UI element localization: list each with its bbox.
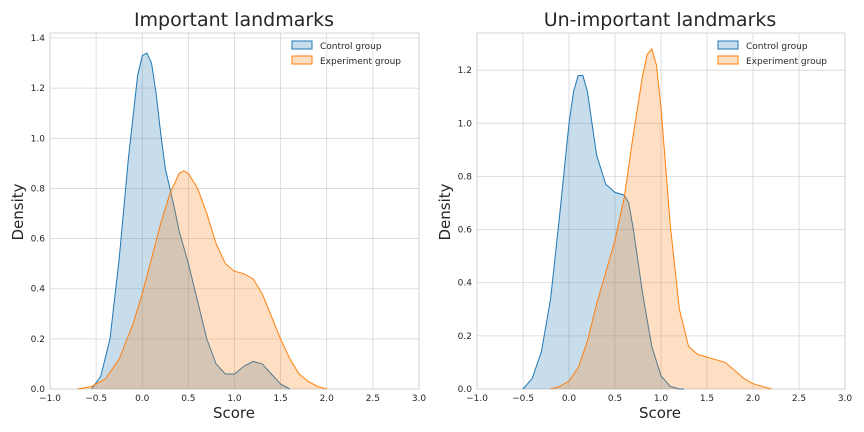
y-tick-label: 1.0 (458, 119, 473, 129)
x-tick-label: 1.0 (654, 394, 669, 404)
x-tick-label: 1.5 (700, 394, 714, 404)
x-tick-label: 3.0 (412, 394, 427, 404)
legend-swatch (291, 40, 313, 50)
plot-area: −1.0 −0.5 0.0 0.5 1.0 1.5 2.0 2.5 3.0 0.0 0.2 0.4 0.… (458, 32, 853, 404)
x-tick-label: 1.0 (227, 394, 242, 404)
chart-right: Un-important landmarks −1.0 −0.5 0.0 0.5 1.0… (436, 9, 852, 422)
y-axis-label: Density (436, 183, 454, 240)
density-area (91, 53, 290, 389)
y-tick-label: 1.4 (31, 34, 46, 44)
legend-swatch (717, 40, 739, 50)
x-tick-label: 2.0 (320, 394, 335, 404)
x-tick-label: 0.0 (135, 394, 150, 404)
y-tick-label: 0.4 (458, 279, 473, 289)
x-tick-label: 0.0 (562, 394, 577, 404)
y-tick-label: 1.2 (31, 84, 45, 94)
x-tick-label: 3.0 (838, 394, 853, 404)
density-line (550, 47, 772, 390)
density-line (91, 52, 291, 390)
y-axis-label: Density (9, 183, 27, 240)
plot-frame (49, 32, 420, 390)
chart-title: Un-important landmarks (544, 9, 777, 31)
x-tick-label: 1.5 (273, 394, 287, 404)
plot-frame (476, 32, 846, 390)
x-tick-label: 0.5 (608, 394, 622, 404)
y-tick-label: 0.0 (458, 385, 473, 395)
x-tick-label: 2.0 (746, 394, 761, 404)
density-area (523, 75, 684, 389)
density-line (77, 170, 327, 390)
legend-swatch (717, 55, 739, 65)
legend-label: Experiment group (320, 57, 401, 67)
x-tick-label: −1.0 (466, 394, 488, 404)
y-tick-label: 0.2 (458, 332, 472, 342)
x-tick-label: 0.5 (181, 394, 195, 404)
legend-label: Control group (746, 42, 808, 52)
legend-swatch (291, 55, 313, 65)
plot-area: −1.0 −0.5 0.0 0.5 1.0 1.5 2.0 2.5 3.0 0.0 0.2 0.4 0.… (31, 32, 427, 404)
y-tick-label: 0.6 (458, 226, 473, 236)
y-tick-label: 1.2 (458, 66, 472, 76)
y-tick-label: 0.0 (31, 385, 46, 395)
x-tick-label: −0.5 (85, 394, 107, 404)
x-axis-label: Score (639, 404, 681, 422)
y-tick-label: 0.4 (31, 285, 46, 295)
y-tick-label: 0.8 (31, 184, 46, 194)
chart-title: Important landmarks (134, 9, 334, 31)
y-tick-label: 1.0 (31, 134, 46, 144)
y-tick-label: 0.8 (458, 172, 473, 182)
x-axis-label: Score (213, 404, 255, 422)
density-line (522, 75, 684, 390)
y-tick-label: 0.2 (31, 335, 45, 345)
x-tick-label: 2.5 (366, 394, 380, 404)
x-tick-label: 2.5 (792, 394, 806, 404)
legend-label: Experiment group (746, 57, 827, 67)
density-area (77, 170, 327, 389)
legend-label: Control group (320, 42, 382, 52)
density-area (550, 48, 772, 390)
chart-left: Important landmarks −1.0 −0.5 0.0 0.5 1.0 1.5… (9, 9, 426, 422)
x-tick-label: −0.5 (512, 394, 534, 404)
y-tick-label: 0.6 (31, 235, 46, 245)
x-tick-label: −1.0 (39, 394, 61, 404)
